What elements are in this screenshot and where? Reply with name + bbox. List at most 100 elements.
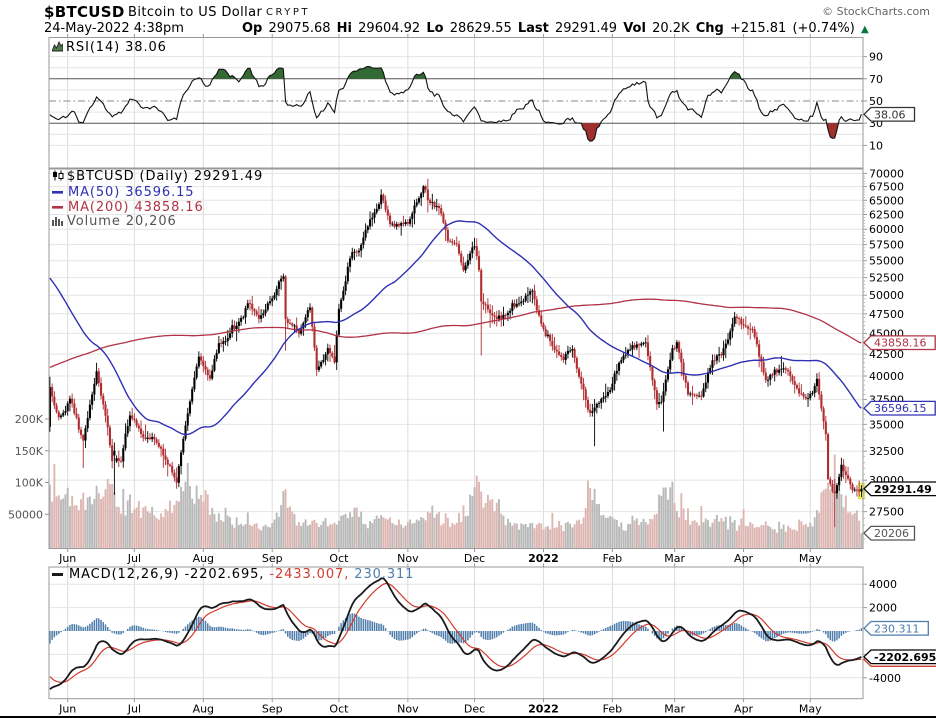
- macd-histogram-bar: [164, 631, 167, 632]
- macd-histogram-bar: [564, 631, 567, 634]
- volume-bar: [784, 531, 787, 548]
- macd-histogram-bar: [227, 628, 229, 631]
- volume-bar: [315, 522, 318, 548]
- candle-body: [415, 202, 418, 206]
- volume-bar: [778, 521, 781, 548]
- macd-histogram-bar: [831, 631, 834, 642]
- volume-bar: [838, 473, 841, 548]
- macd-histogram-bar: [109, 629, 111, 631]
- ma200-line-swatch: [52, 206, 63, 209]
- candle-body: [753, 329, 756, 337]
- symbol-name: Bitcoin to US Dollar: [128, 5, 263, 20]
- rsi-axis-label: 10: [869, 139, 883, 152]
- volume-bar: [280, 504, 283, 548]
- candle-body: [642, 343, 645, 344]
- volume-bar: [309, 524, 311, 548]
- volume-bar: [782, 524, 785, 548]
- volume-bar: [620, 522, 623, 548]
- volume-bar: [504, 525, 507, 548]
- ma200-legend-label: MA(200) 43858.16: [68, 200, 204, 215]
- macd-histogram-bar: [324, 631, 327, 638]
- macd-histogram-bar: [144, 628, 147, 631]
- macd-histogram-bar: [89, 623, 91, 631]
- candle-body: [442, 213, 445, 223]
- month-label: 2022: [528, 703, 559, 716]
- macd-histogram-bar: [678, 625, 680, 631]
- price-axis-label: 60000: [869, 223, 904, 236]
- candle-body: [260, 315, 263, 319]
- candle-body: [564, 353, 567, 360]
- volume-bar: [662, 487, 665, 548]
- candle-body: [119, 460, 123, 462]
- candle-body: [153, 436, 156, 440]
- candle-body: [649, 356, 652, 368]
- macd-histogram-bar: [536, 625, 538, 631]
- candle-body: [113, 450, 116, 456]
- macd-histogram-bar: [391, 631, 394, 638]
- macd-histogram-bar: [742, 626, 745, 631]
- macd-histogram-bar: [796, 631, 798, 634]
- candle-body: [386, 209, 389, 216]
- copyright-link[interactable]: © StockCharts.com: [822, 5, 930, 18]
- candle-body: [718, 354, 721, 356]
- macd-histogram-bar: [198, 616, 200, 631]
- volume-bar: [822, 489, 825, 548]
- volume-bar: [171, 512, 174, 548]
- volume-bar: [353, 507, 356, 548]
- candle-body: [449, 240, 452, 242]
- volume-bar: [429, 512, 432, 548]
- volume-bar: [671, 481, 674, 548]
- volume-bar: [769, 526, 772, 548]
- macd-histogram-bar: [447, 631, 449, 643]
- ma200-last-tag: [863, 335, 936, 351]
- macd-histogram-bar: [765, 631, 767, 642]
- candle-body: [671, 348, 674, 360]
- volume-bar: [226, 515, 229, 548]
- month-label: Mar: [664, 552, 685, 565]
- month-label: Aug: [193, 703, 214, 716]
- candle-body: [751, 329, 754, 330]
- volume-bar: [747, 526, 749, 548]
- candle-body: [429, 200, 432, 203]
- volume-bars-icon: [52, 217, 63, 226]
- candle-body: [573, 349, 576, 359]
- macd-histogram-bar: [140, 626, 142, 631]
- vol-last-tag: [863, 525, 916, 541]
- up-arrow-icon: ▲: [860, 24, 869, 35]
- candle-body: [591, 411, 594, 413]
- candlestick-icon: [53, 170, 64, 181]
- volume-bar: [398, 519, 400, 548]
- macd-histogram-bar: [211, 626, 213, 631]
- volume-bar: [373, 519, 376, 548]
- price-legend-label: $BTCUSD (Daily) 29291.49: [67, 169, 264, 184]
- candle-body: [793, 380, 796, 386]
- volume-bar: [789, 527, 792, 548]
- candle-body: [71, 398, 74, 404]
- candle-body: [824, 421, 827, 435]
- macd-histogram-bar: [380, 623, 382, 631]
- macd-histogram-bar: [202, 618, 205, 631]
- macd-histogram-bar: [802, 631, 805, 634]
- candle-body: [324, 354, 327, 360]
- volume-bar: [693, 520, 696, 548]
- macd-histogram-bar: [209, 625, 211, 631]
- macd-histogram-bar: [200, 617, 202, 631]
- volume-bar: [682, 508, 685, 548]
- volume-bar: [440, 525, 443, 548]
- price-axis-label: 32500: [869, 445, 904, 458]
- macd-histogram-bar: [267, 631, 269, 635]
- macd-histogram-bar: [389, 631, 391, 635]
- macd-histogram-bar: [627, 621, 629, 631]
- volume-bar: [711, 522, 714, 548]
- volume-bar: [564, 522, 567, 548]
- volume-bar: [531, 522, 534, 548]
- candle-body: [838, 476, 841, 486]
- candle-body: [293, 325, 296, 327]
- month-label: May: [799, 552, 822, 565]
- volume-bar: [480, 491, 483, 548]
- candle-body: [680, 352, 683, 363]
- macd-histogram-bar: [442, 631, 445, 639]
- month-label: Dec: [464, 552, 485, 565]
- volume-bar: [633, 520, 636, 548]
- change-label: Chg: [695, 21, 724, 36]
